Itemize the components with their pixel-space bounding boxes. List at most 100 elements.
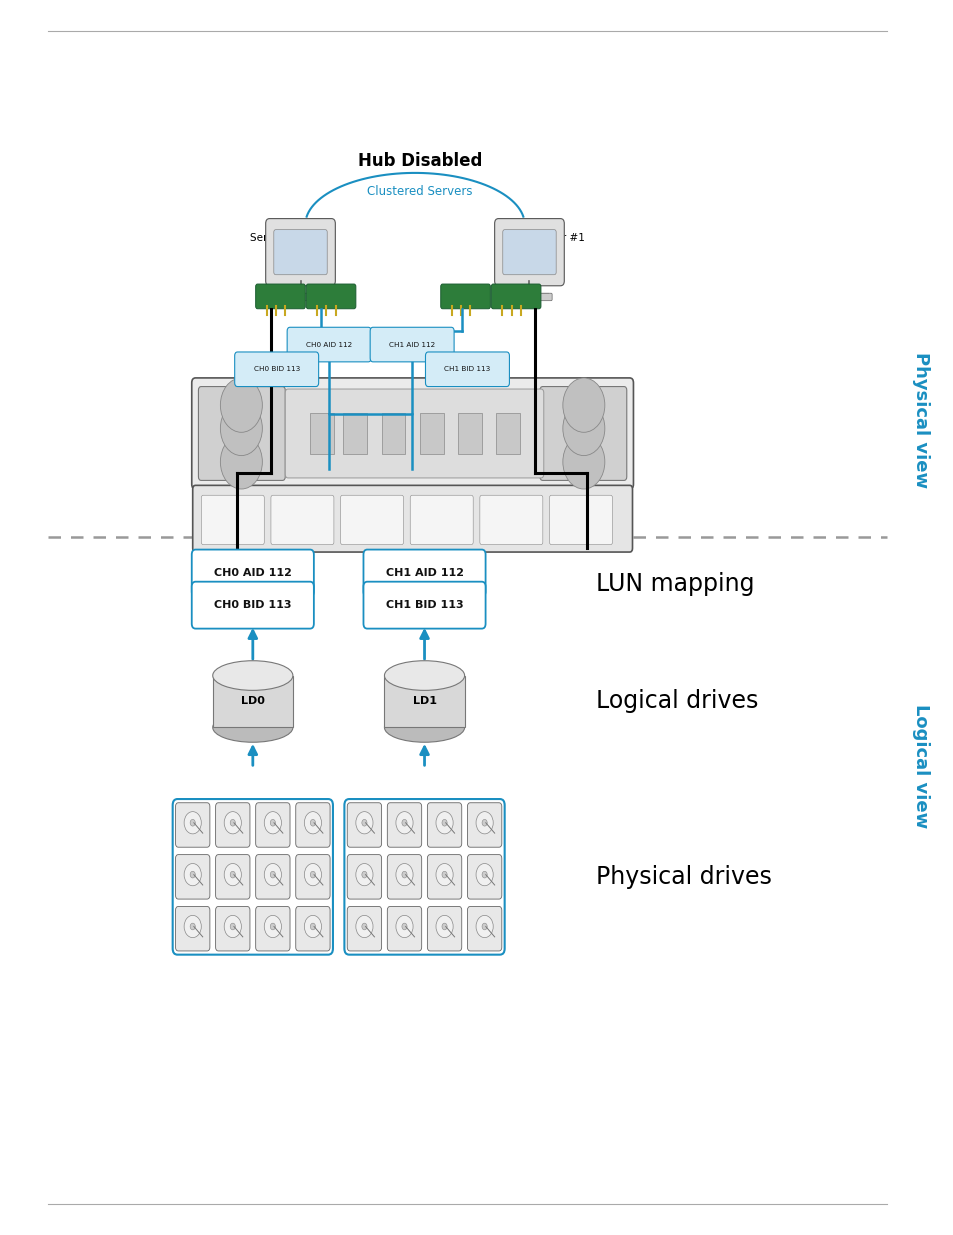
Circle shape xyxy=(230,872,235,878)
Circle shape xyxy=(395,915,413,937)
FancyBboxPatch shape xyxy=(502,230,556,274)
Circle shape xyxy=(230,820,235,826)
Text: Logical drives: Logical drives xyxy=(596,689,758,714)
Circle shape xyxy=(184,811,201,834)
Circle shape xyxy=(355,915,373,937)
Circle shape xyxy=(476,811,493,834)
Text: Clustered Servers: Clustered Servers xyxy=(367,185,472,198)
FancyBboxPatch shape xyxy=(427,803,461,847)
Text: CH0 AID 112: CH0 AID 112 xyxy=(306,342,352,347)
Circle shape xyxy=(441,924,447,930)
Ellipse shape xyxy=(384,713,464,742)
Circle shape xyxy=(230,924,235,930)
Circle shape xyxy=(224,915,241,937)
FancyBboxPatch shape xyxy=(427,855,461,899)
FancyBboxPatch shape xyxy=(491,284,540,309)
FancyBboxPatch shape xyxy=(495,219,564,285)
FancyBboxPatch shape xyxy=(343,414,367,453)
Circle shape xyxy=(190,820,195,826)
Circle shape xyxy=(304,863,321,885)
FancyBboxPatch shape xyxy=(387,855,421,899)
FancyBboxPatch shape xyxy=(310,414,334,453)
Circle shape xyxy=(270,820,275,826)
FancyBboxPatch shape xyxy=(255,284,305,309)
FancyBboxPatch shape xyxy=(506,293,552,300)
Circle shape xyxy=(264,811,281,834)
Circle shape xyxy=(304,915,321,937)
Circle shape xyxy=(220,378,262,432)
Text: Server #0: Server #0 xyxy=(250,233,303,243)
Circle shape xyxy=(310,872,315,878)
Circle shape xyxy=(436,863,453,885)
Circle shape xyxy=(481,872,487,878)
FancyBboxPatch shape xyxy=(215,906,250,951)
Circle shape xyxy=(562,435,604,489)
FancyBboxPatch shape xyxy=(363,582,485,629)
Circle shape xyxy=(395,811,413,834)
Circle shape xyxy=(224,811,241,834)
Circle shape xyxy=(220,401,262,456)
Circle shape xyxy=(361,924,367,930)
Circle shape xyxy=(476,863,493,885)
Circle shape xyxy=(476,915,493,937)
Circle shape xyxy=(562,378,604,432)
Circle shape xyxy=(436,811,453,834)
Circle shape xyxy=(184,915,201,937)
Circle shape xyxy=(401,872,407,878)
FancyBboxPatch shape xyxy=(255,906,290,951)
Circle shape xyxy=(184,863,201,885)
Circle shape xyxy=(481,820,487,826)
Circle shape xyxy=(310,820,315,826)
Circle shape xyxy=(304,811,321,834)
FancyBboxPatch shape xyxy=(440,284,490,309)
FancyBboxPatch shape xyxy=(467,803,501,847)
FancyBboxPatch shape xyxy=(274,230,327,274)
Circle shape xyxy=(361,820,367,826)
FancyBboxPatch shape xyxy=(387,906,421,951)
FancyBboxPatch shape xyxy=(198,387,285,480)
Circle shape xyxy=(270,872,275,878)
Text: LD1: LD1 xyxy=(412,697,436,706)
FancyBboxPatch shape xyxy=(295,803,330,847)
FancyBboxPatch shape xyxy=(457,414,481,453)
FancyBboxPatch shape xyxy=(215,803,250,847)
FancyBboxPatch shape xyxy=(192,550,314,597)
FancyBboxPatch shape xyxy=(175,803,210,847)
Circle shape xyxy=(224,863,241,885)
Circle shape xyxy=(481,924,487,930)
Text: LUN mapping: LUN mapping xyxy=(596,572,754,597)
Text: Physical view: Physical view xyxy=(911,352,928,488)
FancyBboxPatch shape xyxy=(419,414,443,453)
Text: CH1 AID 112: CH1 AID 112 xyxy=(385,568,463,578)
FancyBboxPatch shape xyxy=(410,495,473,545)
FancyBboxPatch shape xyxy=(255,855,290,899)
Circle shape xyxy=(361,872,367,878)
Circle shape xyxy=(355,811,373,834)
FancyBboxPatch shape xyxy=(306,284,355,309)
FancyBboxPatch shape xyxy=(285,389,543,478)
FancyBboxPatch shape xyxy=(192,582,314,629)
Circle shape xyxy=(264,863,281,885)
FancyBboxPatch shape xyxy=(363,550,485,597)
Text: CH1 BID 113: CH1 BID 113 xyxy=(444,367,490,372)
FancyBboxPatch shape xyxy=(234,352,318,387)
Text: Physical drives: Physical drives xyxy=(596,864,771,889)
Circle shape xyxy=(190,924,195,930)
Text: Server #1: Server #1 xyxy=(531,233,584,243)
Circle shape xyxy=(441,872,447,878)
FancyBboxPatch shape xyxy=(295,906,330,951)
FancyBboxPatch shape xyxy=(271,495,334,545)
Ellipse shape xyxy=(384,661,464,690)
Circle shape xyxy=(401,820,407,826)
Circle shape xyxy=(441,820,447,826)
FancyBboxPatch shape xyxy=(347,906,381,951)
FancyBboxPatch shape xyxy=(255,803,290,847)
Circle shape xyxy=(436,915,453,937)
Text: CH0 BID 113: CH0 BID 113 xyxy=(253,367,299,372)
FancyBboxPatch shape xyxy=(175,855,210,899)
Circle shape xyxy=(355,863,373,885)
FancyBboxPatch shape xyxy=(381,414,405,453)
FancyBboxPatch shape xyxy=(467,855,501,899)
Text: Logical view: Logical view xyxy=(911,704,928,827)
FancyBboxPatch shape xyxy=(193,485,632,552)
